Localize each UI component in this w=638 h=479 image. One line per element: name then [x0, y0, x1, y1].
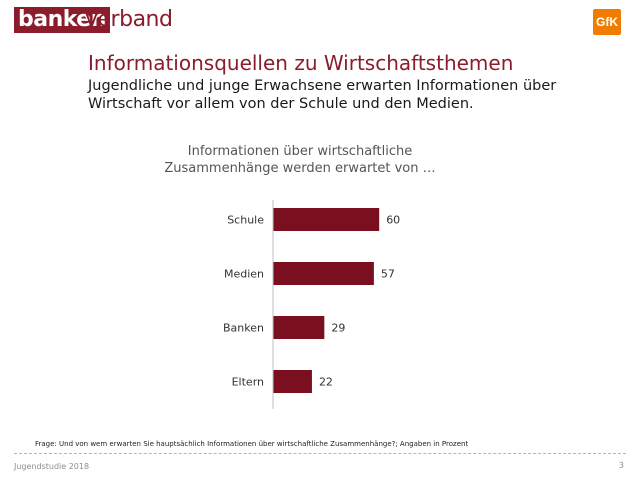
category-label: Schule	[227, 214, 264, 227]
value-label: 22	[319, 376, 333, 389]
footer-study-name: Jugendstudie 2018	[14, 462, 90, 471]
logo-part-verband: verband	[85, 7, 173, 32]
footer-divider	[14, 453, 626, 454]
bar-medien	[273, 262, 374, 285]
page-number: 3	[618, 461, 624, 470]
category-label: Eltern	[232, 376, 264, 389]
footnote: Frage: Und von wem erwarten Sie hauptsäc…	[35, 440, 469, 448]
chart-title: Informationen über wirtschaftliche Zusam…	[164, 144, 436, 176]
bar-eltern	[273, 370, 312, 393]
gfk-logo: GfK	[593, 9, 621, 35]
category-label: Medien	[224, 268, 264, 281]
bar-banken	[273, 316, 325, 339]
value-label: 57	[381, 268, 395, 281]
page-title: Informationsquellen zu Wirtschaftsthemen	[88, 51, 514, 75]
category-label: Banken	[223, 322, 264, 335]
logo-part-banken: banken	[14, 7, 110, 33]
page-subtitle: Jugendliche und junge Erwachsene erwarte…	[88, 78, 557, 112]
value-label: 60	[386, 214, 400, 227]
value-label: 29	[331, 322, 345, 335]
bar-schule	[273, 208, 380, 231]
